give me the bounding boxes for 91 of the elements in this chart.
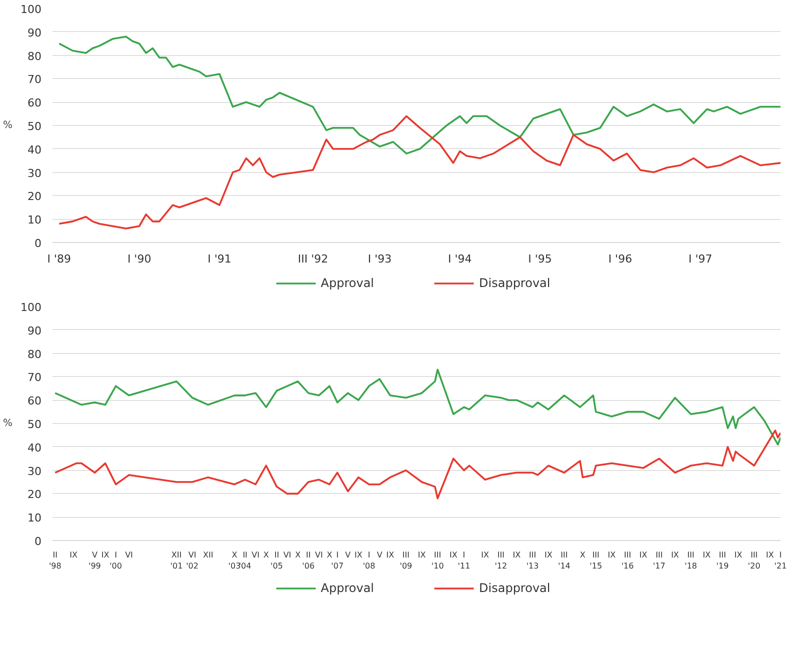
x-tick-label: I '21 [774, 550, 787, 570]
x-tick-label: III '18 [684, 550, 698, 570]
x-tick-label: IX [450, 550, 458, 560]
legend-label: Approval [320, 581, 374, 595]
x-tick-label: I '91 [208, 252, 232, 266]
x-tick-label: V [376, 550, 383, 560]
x-tick-label: I '89 [47, 252, 72, 266]
x-tick-label: I '93 [368, 252, 392, 266]
x-tick-label: VI [125, 550, 133, 560]
x-tick-label: III '13 [526, 550, 539, 570]
y-tick-label: 90 [28, 324, 42, 338]
x-tick-label: II '04 [238, 550, 252, 570]
y-tick-label: 20 [28, 488, 42, 502]
x-tick-label: VI [314, 550, 323, 560]
x-tick-label: IX [386, 550, 395, 560]
x-tick-label: I '94 [448, 252, 472, 266]
y-tick-label: 100 [20, 301, 42, 314]
legend-label: Disapproval [479, 581, 550, 595]
y-tick-label: 100 [20, 3, 42, 16]
x-tick-label: III '16 [621, 550, 634, 570]
x-tick-label: II '06 [302, 550, 315, 570]
x-tick-label: XII '01 [170, 550, 183, 570]
x-tick-label: IX [101, 550, 110, 560]
x-tick-label: IX [608, 550, 616, 560]
line-series [58, 36, 780, 154]
x-tick-label: X [580, 550, 586, 560]
x-tick-label: III '10 [431, 550, 444, 570]
line-series [58, 115, 780, 230]
x-tick-label: I '96 [608, 252, 632, 266]
x-tick-label: III '09 [400, 550, 412, 570]
x-tick-label: III '14 [558, 550, 570, 570]
x-tick-label: IX [702, 550, 712, 560]
x-tick-label: III '15 [590, 550, 602, 570]
y-axis-title: % [3, 120, 13, 131]
y-tick-label: 50 [28, 418, 42, 431]
y-tick-label: 10 [28, 512, 42, 525]
x-tick-label: IX [418, 550, 426, 560]
y-tick-label: 40 [28, 441, 42, 454]
y-tick-label: 10 [28, 214, 42, 227]
y-tick-label: 50 [28, 120, 42, 133]
x-tick-label: VI [252, 550, 260, 560]
y-tick-label: 70 [28, 371, 42, 384]
x-tick-label: VI '02 [186, 550, 198, 570]
y-tick-label: 30 [28, 166, 42, 180]
x-tick-label: I '08 [362, 550, 376, 570]
x-tick-label: I '07 [331, 550, 344, 570]
x-tick-label: IX [766, 550, 774, 560]
x-tick-label: IX [639, 550, 648, 560]
x-tick-label: I '95 [528, 252, 552, 266]
x-tick-label: IX [354, 550, 363, 560]
y-tick-label: 70 [28, 73, 42, 86]
y-tick-label: 60 [28, 394, 42, 408]
x-tick-label: IX [671, 550, 680, 560]
x-tick-label: V '99 [88, 550, 101, 570]
x-tick-label: IX [481, 550, 490, 560]
y-axis-title: % [3, 418, 13, 429]
x-tick-label: IX [512, 550, 522, 560]
x-tick-label: X [295, 550, 302, 560]
x-tick-label: IX [734, 550, 743, 560]
x-tick-label: IX [544, 550, 553, 560]
x-tick-label: V [345, 550, 352, 560]
x-tick-label: III '19 [716, 550, 729, 570]
x-tick-label: X [326, 550, 333, 560]
legend-label: Disapproval [479, 276, 550, 290]
x-tick-label: I '90 [127, 252, 152, 266]
line-series [54, 430, 780, 500]
x-tick-label: X [263, 550, 270, 560]
x-tick-label: XII [203, 550, 214, 560]
legend-label: Approval [320, 276, 374, 290]
x-tick-label: VI [283, 550, 292, 560]
y-tick-label: 20 [28, 190, 42, 204]
x-tick-label: III '92 [298, 252, 328, 266]
x-tick-label: II '05 [270, 550, 283, 570]
x-tick-label: III '17 [652, 550, 666, 570]
y-tick-label: 40 [28, 143, 42, 156]
x-tick-label: III '20 [748, 550, 760, 570]
x-tick-label: I '11 [458, 550, 470, 570]
y-tick-label: 0 [34, 535, 42, 548]
x-tick-label: II '98 [48, 550, 62, 570]
y-tick-label: 30 [28, 464, 42, 478]
x-tick-label: I '00 [110, 550, 122, 570]
x-tick-label: X '03 [228, 550, 241, 570]
x-tick-label: III '12 [494, 550, 508, 570]
line-series [54, 368, 780, 446]
x-tick-label: IX [70, 550, 78, 560]
x-tick-label: I '97 [688, 252, 712, 266]
y-tick-label: 80 [28, 50, 42, 63]
y-tick-label: 60 [28, 96, 42, 110]
y-tick-label: 0 [34, 237, 42, 250]
y-tick-label: 80 [28, 348, 42, 361]
y-tick-label: 90 [28, 26, 42, 40]
